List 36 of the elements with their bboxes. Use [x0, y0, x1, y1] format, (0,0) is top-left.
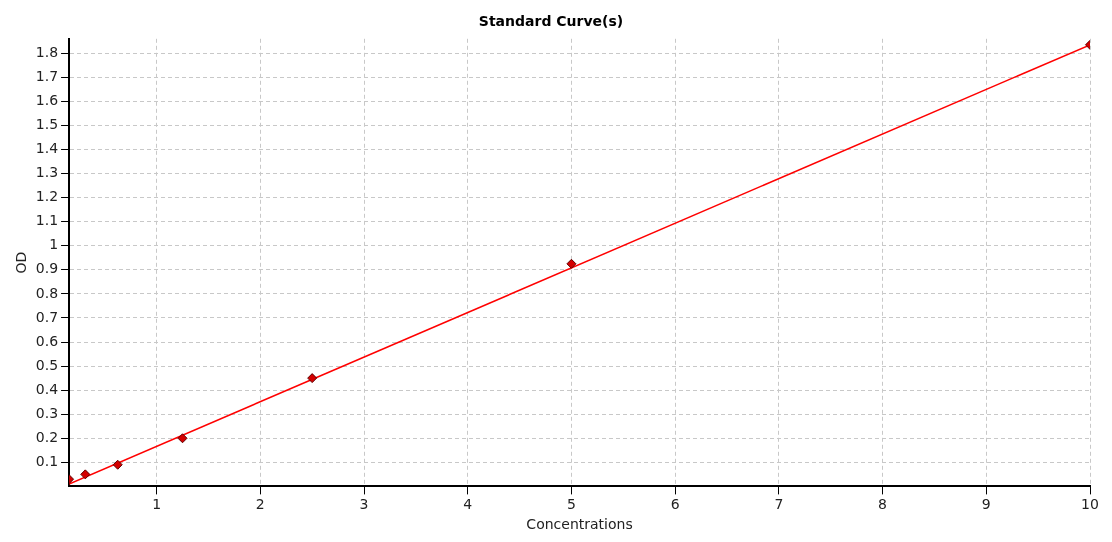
- y-tick-label: 0.3: [35, 404, 59, 421]
- y-tick-label: 0.1: [35, 452, 59, 469]
- y-tick-label: 0.6: [35, 332, 59, 349]
- y-tick-label: 0.9: [35, 260, 59, 277]
- y-tick-label: 0.2: [35, 428, 59, 445]
- x-tick-label: 8: [878, 496, 888, 513]
- y-axis-title: OD: [13, 251, 30, 274]
- x-tick-label: 7: [774, 496, 784, 513]
- x-tick-label: 2: [255, 496, 265, 513]
- y-tick-label: 0.7: [35, 308, 59, 325]
- point: [307, 373, 318, 384]
- y-tick-label: 1.1: [35, 212, 59, 229]
- y-tick-label: 1.6: [35, 92, 59, 109]
- point: [177, 433, 188, 444]
- point: [80, 469, 91, 480]
- point: [566, 258, 577, 269]
- y-tick-label: 1.7: [35, 67, 59, 84]
- x-tick-label: 1: [152, 496, 162, 513]
- x-tick-label: 10: [1081, 496, 1099, 513]
- y-tick-label: 0.8: [35, 284, 59, 301]
- y-tick-label: 1.4: [35, 140, 59, 157]
- y-tick-label: 0.5: [35, 356, 59, 373]
- y-tick-label: 1.5: [35, 116, 59, 133]
- y-tick-label: 1.8: [35, 43, 59, 60]
- x-tick-label: 6: [670, 496, 680, 513]
- y-tick-label: 0.4: [35, 380, 59, 397]
- y-tick-label: 1.2: [35, 188, 59, 205]
- x-axis-title: Concentrations: [526, 516, 633, 533]
- y-tick-label: 1.3: [35, 164, 59, 181]
- x-tick-label: 4: [463, 496, 473, 513]
- x-tick-label: 5: [566, 496, 576, 513]
- x-tick-label: 3: [359, 496, 369, 513]
- chart-title: Standard Curve(s): [478, 13, 624, 30]
- x-tick-label: 9: [981, 496, 991, 513]
- point: [112, 459, 123, 470]
- y-tick-label: 1: [49, 236, 59, 253]
